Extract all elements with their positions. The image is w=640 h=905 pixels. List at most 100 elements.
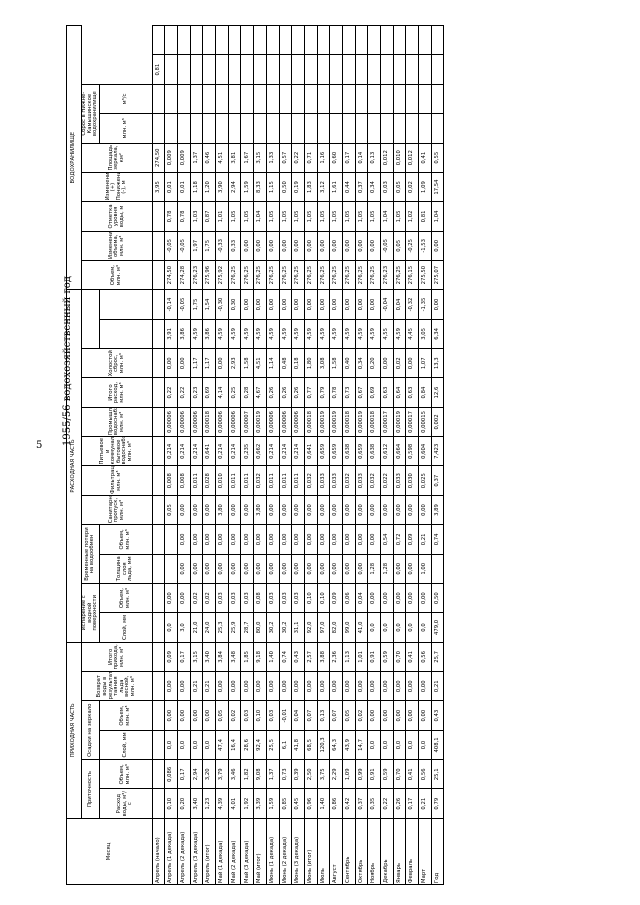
value-cell: -0,32 [405,289,419,320]
value-cell: 0,00 [367,671,381,701]
value-cell: 0,28 [240,377,254,408]
value-cell [367,54,381,85]
value-cell [393,113,406,144]
value-cell: 274,50 [164,260,178,290]
value-cell: 2,94 [228,172,241,202]
value-cell: 1,23 [202,789,216,819]
value-cell [329,113,343,144]
value-cell: 0,81 [418,201,432,232]
value-cell: 276,23 [380,260,394,290]
value-cell: 82,0 [329,612,343,643]
value-cell: 0,03 [279,583,292,613]
value-cell: 92,0 [304,612,318,643]
value-cell: 1,00 [418,554,432,584]
value-cell: 1,37 [190,143,203,173]
value-cell: 1,05 [342,201,356,232]
value-cell: -1,53 [418,231,432,261]
value-cell: 0,028 [202,465,216,496]
table-row: Май (итог) 3,39 9,08 92,4 0,10 0,00 9,18 80,0 0,… [253,25,267,885]
value-cell: 0,87 [202,201,216,232]
value-cell [355,113,368,144]
value-cell: 1,04 [431,201,444,232]
header-industrial: Промышленное водоснабжение, млн. м³ [81,407,153,437]
value-cell: 0,00 [291,231,305,261]
value-cell: 0,91 [367,642,381,672]
value-cell: 276,25 [291,260,305,290]
month-cell: Апрель (3 декада) [190,818,203,885]
value-cell: 0,74 [431,524,444,555]
value-cell: 0,00 [177,554,191,584]
value-cell: 0,17 [177,642,191,672]
value-cell: 0,00 [431,289,444,320]
value-cell: 0,00 [304,671,318,701]
value-cell: 0,011 [266,465,280,496]
value-cell [190,54,203,85]
value-cell: 0,69 [202,377,216,408]
value-cell: 0,04 [291,700,305,731]
value-cell [215,25,229,55]
value-cell: 0,01 [177,172,191,202]
value-cell: 0,00 [190,554,203,584]
value-cell: 0,00019 [317,407,330,437]
value-cell: 0,45 [291,789,305,819]
value-cell: 1,82 [240,759,254,789]
table-row: Февраль 0,17 0,41 0,0 0,00 0,00 0,41 0,0 0,00 0,0… [405,25,419,885]
value-cell: 0,00 [279,495,292,525]
value-cell [367,84,381,114]
value-cell [152,289,165,320]
value-cell: 4,59 [279,319,292,349]
value-cell: 0,00 [228,495,241,525]
value-cell: 1,83 [304,172,318,202]
value-cell: 3,15 [253,143,267,173]
value-cell: 0,00 [418,495,432,525]
value-cell: 0,22 [380,789,394,819]
value-cell: 43,9 [342,730,356,760]
value-cell: 0,18 [291,348,305,378]
value-cell: 0,00 [304,554,318,584]
value-cell: 25,9 [228,612,241,643]
header-total-out: Итого расход, млн. м³ [81,377,153,408]
value-cell: 0,008 [164,465,178,496]
value-cell: 99,0 [342,612,356,643]
value-cell [253,113,267,144]
value-cell: 0,00006 [164,407,178,437]
value-cell: 0,00 [253,289,267,320]
value-cell [152,789,165,819]
value-cell: 68,5 [304,730,318,760]
value-cell: 0,74 [279,642,292,672]
header-level-change: Изменение (+) Понижение (-), м [81,172,153,202]
value-cell: 0,235 [240,436,254,466]
table-row: Ноябрь 0,35 0,91 0,0 0,00 0,00 0,91 0,0 0,00 1,28… [367,25,381,885]
value-cell [329,84,343,114]
value-cell [405,54,419,85]
value-cell: 0,05 [164,495,178,525]
value-cell: 0,00 [393,554,406,584]
value-cell [317,25,330,55]
value-cell: 9,08 [253,759,267,789]
value-cell: 0,00 [304,495,318,525]
value-cell: 0,46 [202,143,216,173]
value-cell: 0,00 [393,583,406,613]
month-cell: Июнь (3 декада) [291,818,305,885]
value-cell: 275,92 [215,260,229,290]
value-cell: 0,03 [215,583,229,613]
month-cell: Январь [393,818,406,885]
value-cell: 4,59 [393,319,406,349]
value-cell [152,730,165,760]
value-cell: -0,25 [405,231,419,261]
value-cell: 1,04 [253,201,267,232]
value-cell [266,54,280,85]
value-cell: 0,09 [405,524,419,555]
header-return-ice: Возврат воды в результате таяния льда ве… [81,671,153,701]
value-cell: 3,88 [317,642,330,672]
value-cell: 0,30 [228,289,241,320]
value-cell [418,54,432,85]
value-cell [342,113,356,144]
value-cell: 1,17 [202,348,216,378]
value-cell: 0,00 [304,524,318,555]
value-cell [279,25,292,55]
value-cell: 2,93 [228,348,241,378]
value-cell: 1,01 [215,201,229,232]
value-cell: 0,00 [304,289,318,320]
value-cell [431,25,444,55]
